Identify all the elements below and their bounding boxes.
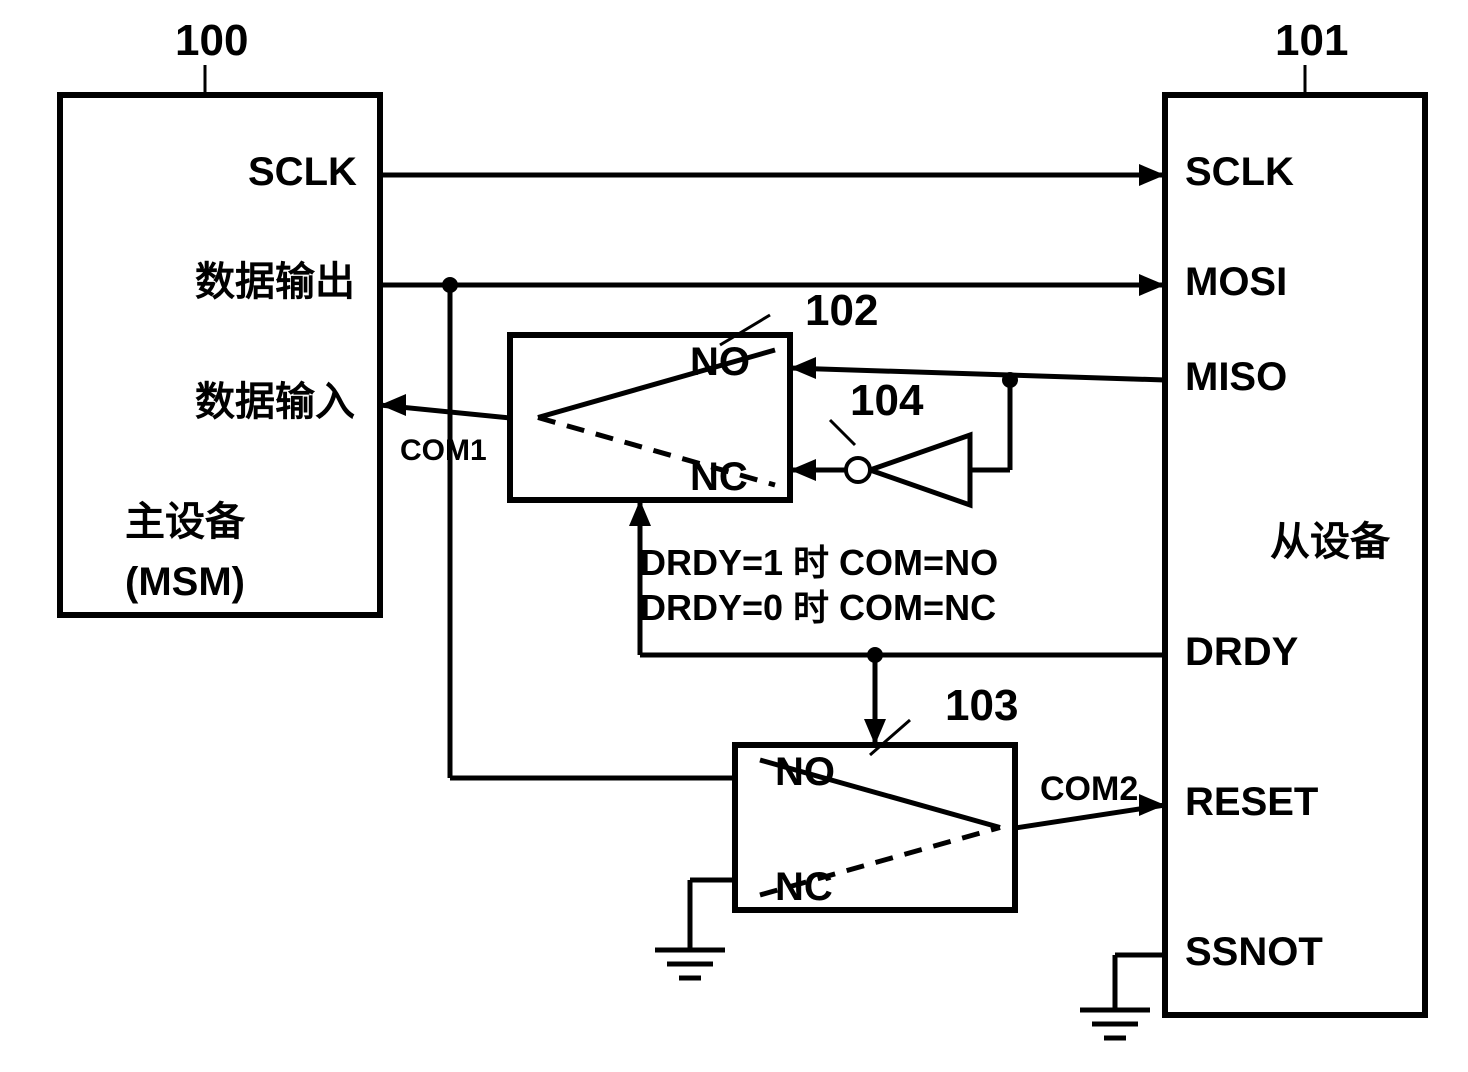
junction-dot: [442, 277, 458, 293]
arrow-head: [380, 394, 406, 416]
mux103-nc: NC: [775, 865, 833, 909]
master-pin-din: 数据输入: [195, 380, 355, 424]
slave-pin-drdy: DRDY: [1185, 630, 1299, 674]
arrow-head: [864, 719, 886, 745]
wire-miso: [790, 368, 1165, 380]
slave-pin-reset: RESET: [1185, 780, 1318, 824]
ref-104: 104: [850, 376, 924, 425]
slave-pin-ssnot: SSNOT: [1185, 930, 1323, 974]
arrow-head: [790, 357, 816, 379]
slave-pin-sclk: SCLK: [1185, 150, 1294, 194]
ref-100: 100: [175, 16, 248, 65]
ref-101: 101: [1275, 16, 1348, 65]
master-body2: (MSM): [125, 560, 245, 604]
truth-line1: DRDY=1 时 COM=NO: [640, 542, 998, 583]
inverter-triangle: [870, 435, 970, 505]
slave-pin-mosi: MOSI: [1185, 260, 1287, 304]
slave-pin-miso: MISO: [1185, 355, 1287, 399]
truth-line2: DRDY=0 时 COM=NC: [640, 587, 996, 628]
arrow-head: [790, 459, 816, 481]
arrow-head: [1139, 274, 1165, 296]
ref-103: 103: [945, 681, 1018, 730]
mux103-com: COM2: [1040, 770, 1138, 808]
master-pin-dout: 数据输出: [195, 260, 355, 304]
arrow-head: [629, 500, 651, 526]
ref-102: 102: [805, 286, 878, 335]
slave-body: 从设备: [1270, 520, 1391, 564]
junction-dot: [867, 647, 883, 663]
master-pin-sclk: SCLK: [248, 150, 357, 194]
master-body1: 主设备: [125, 500, 246, 544]
arrow-head: [1139, 164, 1165, 186]
arrow-head: [1139, 794, 1165, 816]
inverter-bubble: [846, 458, 870, 482]
mux102-com: COM1: [400, 434, 487, 467]
junction-dot: [1002, 372, 1018, 388]
